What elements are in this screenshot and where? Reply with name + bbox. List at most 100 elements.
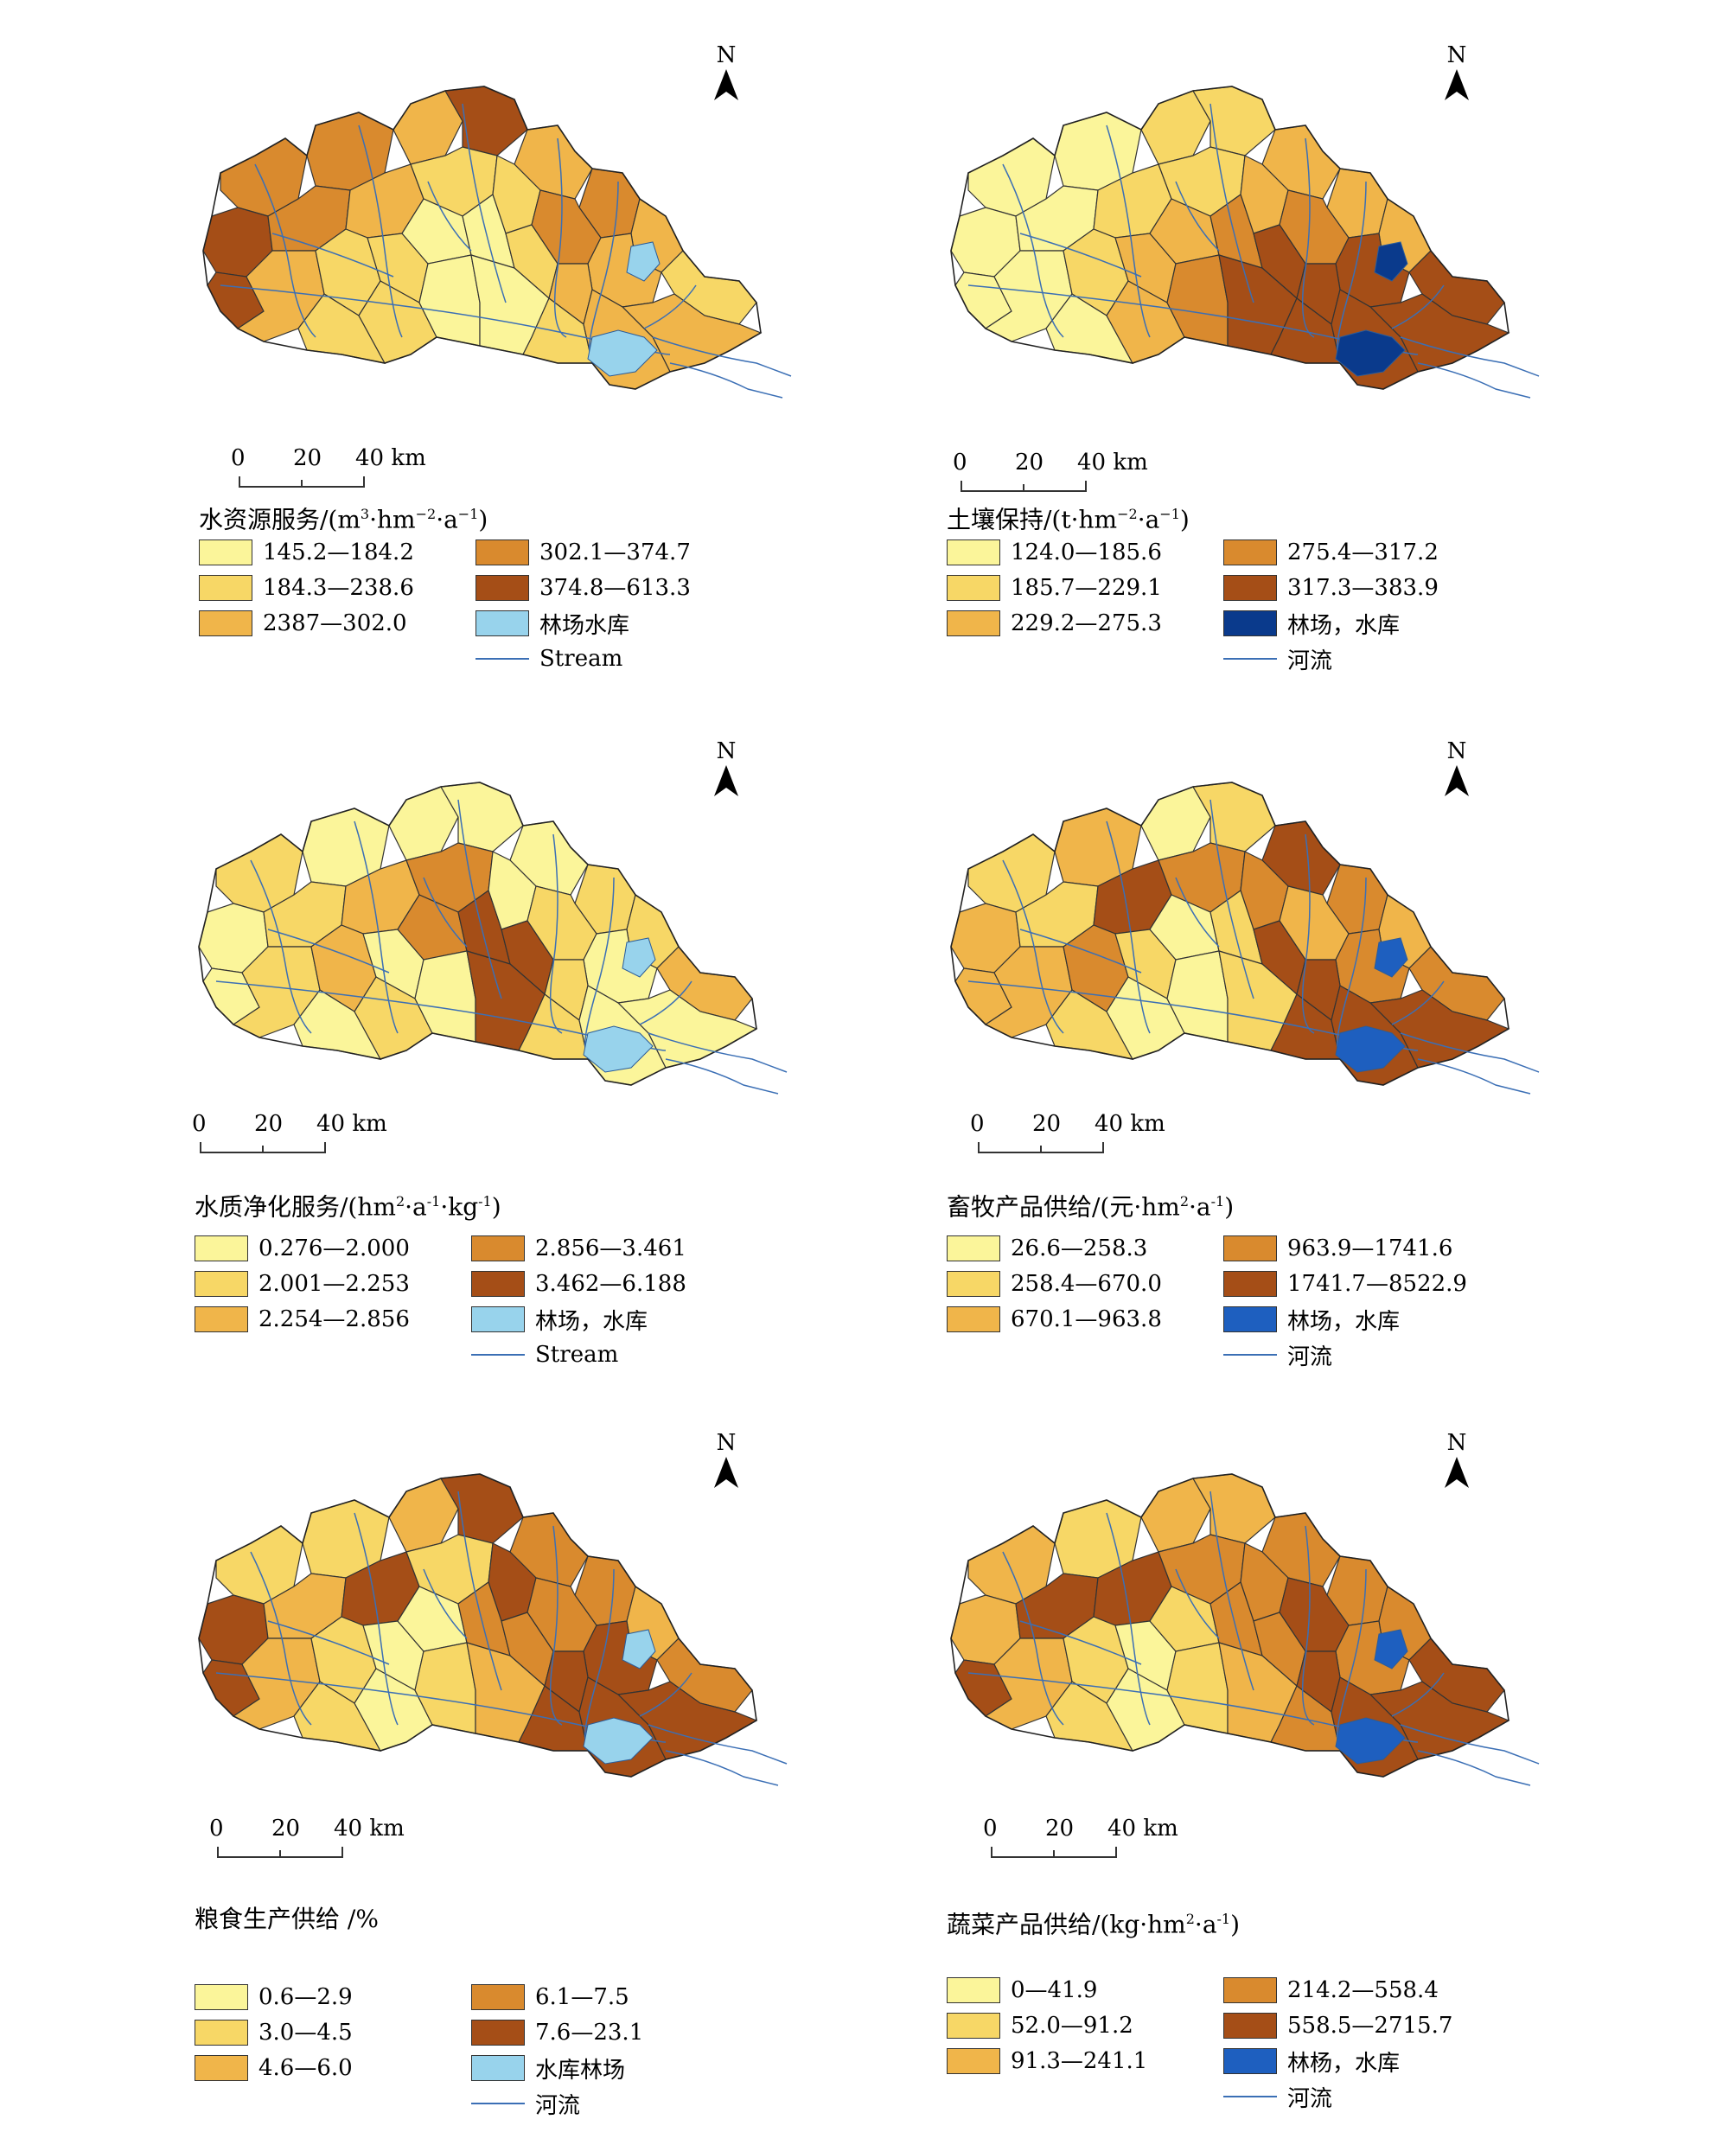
stream-line <box>462 103 507 303</box>
legend-item: 水库林场 <box>471 2053 625 2084</box>
color-swatch <box>947 1235 1000 1261</box>
reservoir-lower <box>1335 1025 1406 1073</box>
north-arrow-icon <box>1445 765 1469 796</box>
color-swatch <box>471 2055 525 2081</box>
legend-item: 0—41.9 <box>947 1976 1097 2005</box>
color-swatch <box>471 2020 525 2046</box>
legend-label: 林场水库 <box>539 612 630 639</box>
legend-item: 0.6—2.9 <box>195 1982 353 2012</box>
legend-item: 河流 <box>1223 644 1332 674</box>
legend-item: 275.4—317.2 <box>1223 538 1439 567</box>
legend-item: 林场水库 <box>475 609 630 639</box>
legend-label: 河流 <box>535 2092 581 2119</box>
stream-line <box>1209 103 1254 303</box>
stream-line <box>1336 877 1367 1051</box>
scale-bar: 0 20 40 km <box>983 1816 1178 1867</box>
color-swatch <box>1223 1271 1277 1297</box>
north-arrow-icon <box>714 765 738 796</box>
legend-label: 2387—302.0 <box>263 610 407 636</box>
legend-label: 0.276—2.000 <box>258 1235 410 1261</box>
stream-line <box>1175 877 1220 948</box>
stream-line <box>457 799 502 999</box>
legend-item: 963.9—1741.6 <box>1223 1234 1452 1263</box>
color-swatch <box>471 1271 525 1297</box>
color-swatch <box>195 2020 248 2046</box>
stream-line <box>423 1568 468 1639</box>
stream-line <box>254 163 316 338</box>
legend-label: 26.6—258.3 <box>1011 1235 1148 1261</box>
legend-item: 6.1—7.5 <box>471 1982 629 2012</box>
stream-line <box>584 877 615 1051</box>
legend-item: Stream <box>475 644 622 674</box>
legend-label: 河流 <box>1287 2085 1333 2112</box>
stream-line <box>1336 1568 1367 1743</box>
stream-line <box>549 833 563 1034</box>
basin-map <box>950 782 1540 1095</box>
stream-line <box>1019 1620 1142 1665</box>
legend-item: 7.6—23.1 <box>471 2018 643 2047</box>
legend-title: 土壤保持/(t·hm−2·a−1) <box>947 505 1190 534</box>
legend-item: 258.4—670.0 <box>947 1269 1162 1299</box>
stream-line <box>250 859 312 1034</box>
north-arrow: N <box>1431 43 1483 104</box>
color-swatch <box>947 1271 1000 1297</box>
legend-item: 374.8—613.3 <box>475 573 691 603</box>
north-label: N <box>716 1430 737 1456</box>
scale-bar: 0 20 40 km <box>209 1816 405 1867</box>
reservoir-upper <box>1374 1629 1408 1669</box>
stream-line <box>1175 181 1220 252</box>
legend-item: 河流 <box>1223 1340 1332 1370</box>
legend-label: 3.462—6.188 <box>535 1271 686 1297</box>
map-panel-soil-retention: N 0 20 40 km 土壤保持/(t·hm−2·a−1) 124.0—185.6 185… <box>934 43 1556 735</box>
stream-line <box>549 1525 563 1726</box>
stream-line <box>652 336 792 377</box>
north-label: N <box>716 738 737 764</box>
legend-label: 林场，水库 <box>535 1308 648 1335</box>
legend-item: Stream <box>471 1340 618 1369</box>
basin-map <box>198 1473 788 1786</box>
legend-label: Stream <box>539 646 623 672</box>
legend-item: 558.5—2715.7 <box>1223 2011 1452 2040</box>
legend-label: 林杨，水库 <box>1287 2050 1401 2077</box>
stream-line <box>665 1058 779 1095</box>
stream-line <box>1106 124 1151 338</box>
stream-line <box>669 362 783 399</box>
legend-label: 184.3—238.6 <box>263 575 414 601</box>
legend-label: 214.2—558.4 <box>1287 1977 1439 2003</box>
legend-label: 6.1—7.5 <box>535 1984 629 2010</box>
legend-title: 水资源服务/(m3·hm−2·a−1) <box>199 505 488 534</box>
legend-label: 2.856—3.461 <box>535 1235 686 1261</box>
stream-line <box>271 233 394 278</box>
legend-item: 林杨，水库 <box>1223 2046 1401 2077</box>
legend-item: 林场，水库 <box>471 1305 648 1335</box>
color-swatch <box>195 1984 248 2010</box>
north-arrow: N <box>700 43 752 104</box>
north-label: N <box>1446 1430 1467 1456</box>
stream-line-icon <box>1223 1354 1277 1356</box>
legend-item: 145.2—184.2 <box>199 538 414 567</box>
map-panel-water-purification: N 0 20 40 km 水质净化服务/(hm2·a-1·kg-1) 0.276—2.00… <box>182 739 804 1431</box>
legend-label: 0—41.9 <box>1011 1977 1098 2003</box>
scale-label: 40 km <box>1095 1111 1165 1137</box>
legend-item: 317.3—383.9 <box>1223 573 1439 603</box>
color-swatch <box>1223 2013 1277 2039</box>
scale-label: 40 km <box>1107 1816 1178 1842</box>
stream-line-icon <box>1223 2096 1277 2097</box>
legend-item: 2.856—3.461 <box>471 1234 686 1263</box>
stream-line <box>1301 1525 1315 1726</box>
legend-item: 4.6—6.0 <box>195 2053 353 2083</box>
color-swatch <box>1223 1977 1277 2003</box>
scale-label: 40 km <box>355 445 426 471</box>
legend-label: 林场，水库 <box>1287 1308 1401 1335</box>
legend-item: 91.3—241.1 <box>947 2046 1147 2076</box>
color-swatch <box>1223 1306 1277 1332</box>
legend-item: 2.001—2.253 <box>195 1269 410 1299</box>
reservoir-upper <box>622 1629 656 1669</box>
stream-line <box>1019 929 1142 974</box>
legend-item: 3.462—6.188 <box>471 1269 686 1299</box>
stream-line <box>648 1724 788 1765</box>
color-swatch <box>475 539 529 565</box>
legend-item: 214.2—558.4 <box>1223 1976 1439 2005</box>
reservoir-upper <box>622 937 656 978</box>
scale-label: 20 <box>271 1816 301 1842</box>
